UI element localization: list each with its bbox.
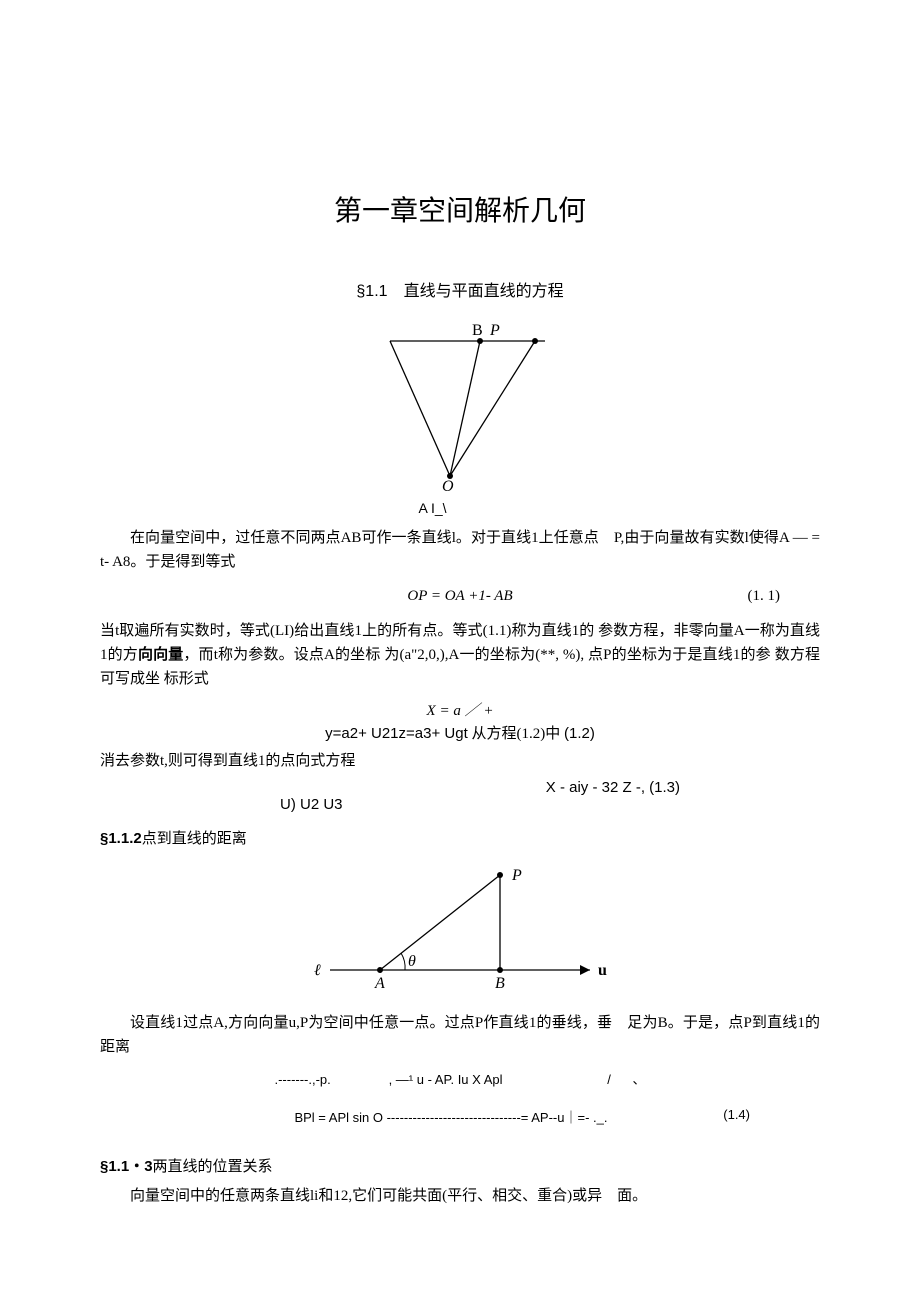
eq12-seg-a: y=a2+ U21z=a3+ Ugt	[325, 725, 468, 742]
eq-1-3-number: (1.3)	[649, 779, 680, 796]
paragraph-2: 当t取遍所有实数时，等式(LI)给出直线1上的所有点。等式(1.1)称为直线1的…	[100, 619, 820, 691]
page: 第一章空间解析几何 §1.1 直线与平面直线的方程 B P O A I_\ 在向…	[0, 0, 920, 1274]
figure-1-svg: B P O	[330, 321, 590, 491]
section-1-1-3: §1.1・3两直线的位置关系	[100, 1155, 820, 1176]
para2-bold: 向向量	[138, 647, 183, 663]
eq-1-3-text: X - aiy - 32 Z -,	[546, 779, 645, 796]
section-1-1-2-number: §1.1.2	[100, 830, 142, 847]
figure-1-caption: A I_\	[45, 500, 820, 516]
fig1-label-B: B	[472, 322, 483, 339]
section-1-1-3-number: §1.1・3	[100, 1158, 153, 1175]
fig2-point-P	[497, 872, 503, 878]
paragraph-4: 设直线1过点A,方向向量u,P为空间中任意一点。过点P作直线1的垂线，垂 足为B…	[100, 1011, 820, 1059]
paragraph-1: 在向量空间中，过任意不同两点AB可作一条直线l。对于直线1上任意点 P,由于向量…	[100, 526, 820, 574]
fig1-left-line	[390, 341, 450, 476]
fig2-label-theta: θ	[408, 953, 416, 970]
section-1-1-2-title: 点到直线的距离	[142, 831, 247, 847]
eq12-seg-b: 从方程(1.2)中	[472, 726, 561, 742]
fig2-label-u: u	[598, 962, 607, 979]
equation-1-3: X - aiy - 32 Z -, (1.3)	[100, 779, 820, 796]
fig2-label-A: A	[374, 975, 385, 992]
fig1-label-O: O	[442, 478, 454, 491]
fig1-line-OB	[450, 341, 480, 476]
fig1-line-OP	[450, 341, 535, 476]
equation-1-2-line2: y=a2+ U21z=a3+ Ugt 从方程(1.2)中 (1.2)	[100, 722, 820, 743]
chapter-title: 第一章空间解析几何	[100, 189, 820, 229]
figure-2-svg: ℓ P u A B θ	[300, 860, 620, 1000]
eq-1-4-number: (1.4)	[723, 1107, 750, 1122]
section-1-1-2: §1.1.2点到直线的距离	[100, 827, 820, 848]
fig2-point-A	[377, 967, 383, 973]
fig2-arrow-right	[580, 965, 590, 975]
fig2-line-AP	[380, 875, 500, 970]
fig2-label-B: B	[495, 975, 505, 992]
equation-1-1: OP = OA +1- AB (1. 1)	[100, 588, 820, 605]
eq-1-1-text: OP = OA +1- AB	[407, 588, 512, 604]
figure-2: ℓ P u A B θ	[100, 860, 820, 1005]
equation-1-3-uline: U) U2 U3	[100, 796, 820, 813]
section-1-1-title: §1.1 直线与平面直线的方程	[100, 277, 820, 301]
section-number: §1.1	[356, 283, 387, 300]
fig1-point-P	[532, 338, 538, 344]
section-text: 直线与平面直线的方程	[404, 283, 564, 300]
fig2-label-ell: ℓ	[314, 962, 321, 979]
eq-1-2-number: (1.2)	[564, 725, 595, 742]
equation-1-4-line2: BPl = APl sin O ------------------------…	[100, 1092, 820, 1141]
equation-1-2-line1: X = a ／ +	[100, 699, 820, 720]
fig2-angle-arc	[401, 953, 405, 970]
equation-1-4-line1: .-------.,-p. , —¹ u - AP. Iu X Apl / 、	[100, 1069, 820, 1088]
paragraph-5: 向量空间中的任意两条直线li和12,它们可能共面(平行、相交、重合)或异 面。	[100, 1184, 820, 1208]
fig2-label-P: P	[511, 867, 522, 884]
section-1-1-3-title: 两直线的位置关系	[153, 1159, 273, 1175]
fig1-label-P: P	[489, 322, 500, 339]
paragraph-3: 消去参数t,则可得到直线1的点向式方程	[100, 749, 820, 773]
para2-post: ，而t称为参数。设点A的坐标 为(a"2,0,),A一的坐标为(**, %), …	[100, 647, 820, 687]
figure-1: B P O	[100, 321, 820, 496]
eq-1-1-number: (1. 1)	[748, 588, 781, 605]
eq14-line2-text: BPl = APl sin O ------------------------…	[294, 1110, 607, 1125]
fig2-point-B	[497, 967, 503, 973]
